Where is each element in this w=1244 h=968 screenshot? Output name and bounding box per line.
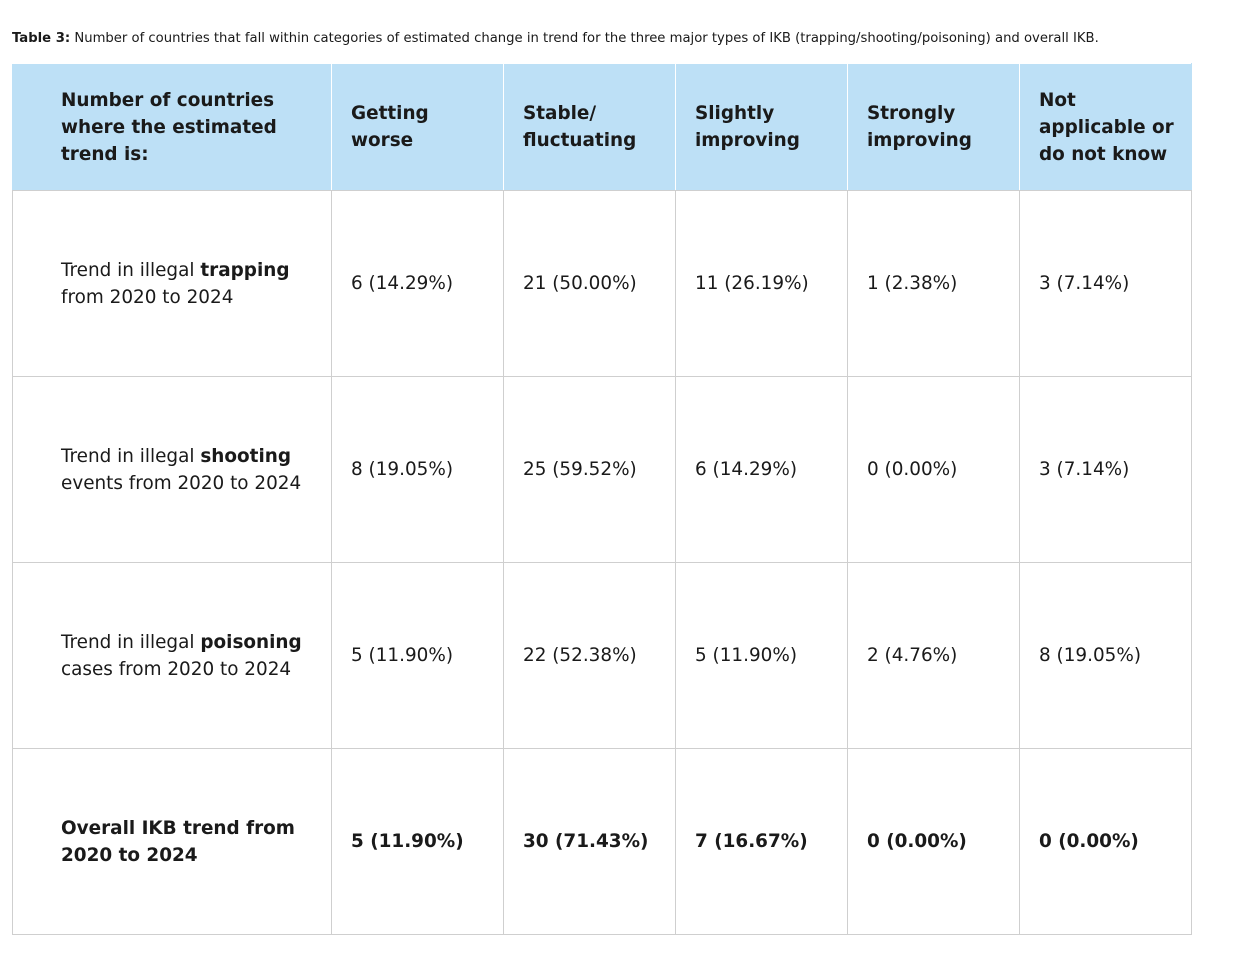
table-row-poisoning: Trend in illegal poisoning cases from 20… (12, 562, 1192, 749)
table-row-trapping: Trend in illegal trapping from 2020 to 2… (12, 190, 1192, 377)
header-cell-getting-worse: Getting worse (331, 63, 504, 191)
header-cell-slightly-improving: Slightly improving (675, 63, 848, 191)
row-label-pre: Trend in illegal (61, 631, 201, 653)
table-caption: Table 3: Number of countries that fall w… (12, 30, 1099, 48)
row-label-post: cases from 2020 to 2024 (61, 658, 292, 680)
table-cell: 30 (71.43%) (503, 748, 676, 935)
row-label-bold: poisoning (200, 631, 302, 653)
trend-table: Number of countries where the estimated … (12, 63, 1192, 935)
row-label-bold: Overall IKB trend from 2020 to 2024 (61, 817, 295, 866)
table-cell: 25 (59.52%) (503, 376, 676, 563)
table-cell: 0 (0.00%) (847, 376, 1020, 563)
header-cell-label: Number of countries where the estimated … (12, 63, 332, 191)
header-row: Number of countries where the estimated … (12, 63, 1192, 191)
row-label-post: from 2020 to 2024 (61, 286, 234, 308)
row-label: Trend in illegal shooting events from 20… (12, 376, 332, 563)
row-label-pre: Trend in illegal (61, 445, 201, 467)
table-cell: 7 (16.67%) (675, 748, 848, 935)
table-cell: 5 (11.90%) (331, 748, 504, 935)
table-cell: 5 (11.90%) (331, 562, 504, 749)
row-label: Trend in illegal trapping from 2020 to 2… (12, 190, 332, 377)
table-cell: 2 (4.76%) (847, 562, 1020, 749)
table-cell: 0 (0.00%) (847, 748, 1020, 935)
row-label-pre: Trend in illegal (61, 259, 201, 281)
table-row-overall: Overall IKB trend from 2020 to 2024 5 (1… (12, 748, 1192, 935)
table-caption-label: Table 3: (12, 31, 71, 46)
table-cell: 22 (52.38%) (503, 562, 676, 749)
header-cell-stable: Stable/ fluctuating (503, 63, 676, 191)
table-cell: 0 (0.00%) (1019, 748, 1192, 935)
table-cell: 1 (2.38%) (847, 190, 1020, 377)
table-cell: 6 (14.29%) (675, 376, 848, 563)
row-label: Trend in illegal poisoning cases from 20… (12, 562, 332, 749)
table-cell: 6 (14.29%) (331, 190, 504, 377)
table-cell: 3 (7.14%) (1019, 376, 1192, 563)
row-label-post: events from 2020 to 2024 (61, 472, 302, 494)
header-cell-not-applicable: Not applicable or do not know (1019, 63, 1192, 191)
table-cell: 3 (7.14%) (1019, 190, 1192, 377)
table-cell: 8 (19.05%) (331, 376, 504, 563)
table-cell: 21 (50.00%) (503, 190, 676, 377)
table-caption-text: Number of countries that fall within cat… (74, 31, 1099, 46)
row-label-bold: trapping (200, 259, 290, 281)
table-row-shooting: Trend in illegal shooting events from 20… (12, 376, 1192, 563)
table-cell: 8 (19.05%) (1019, 562, 1192, 749)
table-cell: 5 (11.90%) (675, 562, 848, 749)
row-label-bold: shooting (200, 445, 292, 467)
table-cell: 11 (26.19%) (675, 190, 848, 377)
row-label: Overall IKB trend from 2020 to 2024 (12, 748, 332, 935)
header-cell-strongly-improving: Strongly improving (847, 63, 1020, 191)
